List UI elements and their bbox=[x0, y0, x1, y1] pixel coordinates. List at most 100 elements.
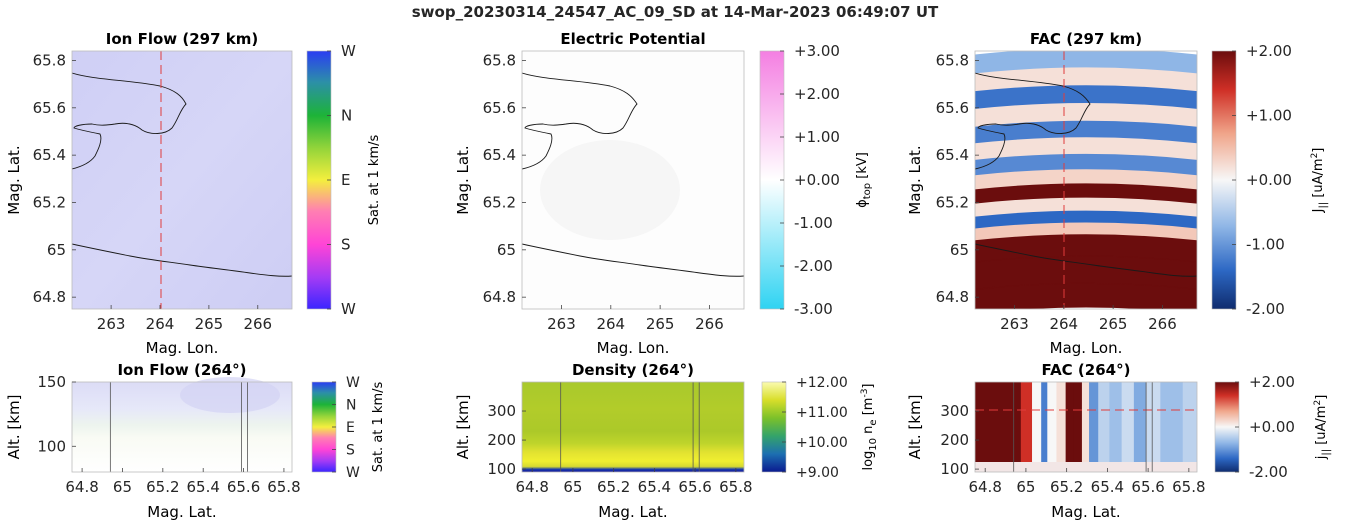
x-tick-label: 263 bbox=[97, 315, 126, 333]
fac-map-title: FAC (297 km) bbox=[1030, 30, 1142, 48]
y-tick-label: 64.8 bbox=[33, 288, 66, 306]
colorbar-tick-label: +11.00 bbox=[796, 405, 848, 421]
colorbar-tick-label: +0.00 bbox=[1246, 171, 1292, 189]
fac-column bbox=[1081, 382, 1090, 472]
density-altitude-colorbar-ticks: +12.00 +11.00 +10.00 +9.00 bbox=[782, 375, 848, 481]
electric-potential-map-panel: Electric Potential 263 264 265 266 64.8 65 65… bbox=[454, 30, 873, 357]
electric-potential-map-ylabel: Mag. Lat. bbox=[454, 145, 472, 214]
x-tick-label: 65 bbox=[563, 478, 582, 496]
ion-flow-altitude-xlabel: Mag. Lat. bbox=[147, 503, 216, 521]
density-altitude-heatmap bbox=[522, 382, 744, 472]
ion-flow-altitude-frame bbox=[71, 381, 293, 473]
ion-flow-map-colorbar-ticks: W N E S W bbox=[327, 42, 356, 318]
density-altitude-colorbar-label: log10 ne [m-3] bbox=[860, 383, 879, 470]
colorbar-tick-label: N bbox=[341, 107, 352, 125]
x-tick-label: 263 bbox=[547, 315, 576, 333]
ion-flow-map-xticks: 263 264 265 266 bbox=[97, 305, 272, 333]
fac-column bbox=[996, 382, 1022, 472]
colorbar-tick-label: N bbox=[346, 398, 356, 414]
x-tick-label: 264 bbox=[596, 315, 625, 333]
y-tick-label: 200 bbox=[940, 431, 969, 449]
fac-altitude-heatmap bbox=[975, 382, 1197, 472]
y-tick-label: 65.2 bbox=[33, 193, 66, 211]
colorbar-tick-label: -2.00 bbox=[1246, 300, 1285, 318]
fac-column bbox=[1020, 382, 1033, 472]
y-tick-label: 150 bbox=[37, 373, 66, 391]
fac-map-panel: FAC (297 km) 263 264 265 266 64.8 65 65.2 65.4… bbox=[906, 30, 1329, 357]
fac-altitude-colorbar-ticks: +2.00 +0.00 -2.00 bbox=[1235, 373, 1295, 481]
density-altitude-colorbar bbox=[761, 381, 787, 473]
colorbar-tick-label: +9.00 bbox=[796, 465, 839, 481]
y-tick-label: 65.8 bbox=[33, 51, 66, 69]
fac-altitude-panel: FAC (264°) 64.8 65 65.2 65.4 65.6 65.8 100 200… bbox=[906, 361, 1332, 521]
x-tick-label: 65 bbox=[113, 478, 132, 496]
y-tick-label: 65.6 bbox=[483, 99, 516, 117]
electric-potential-map-colorbar-label: ϕtop [kV] bbox=[855, 152, 873, 208]
x-tick-label: 65.8 bbox=[267, 478, 300, 496]
colorbar-tick-label: +2.00 bbox=[1249, 373, 1295, 391]
ion-flow-map-ylabel: Mag. Lat. bbox=[5, 145, 23, 214]
x-tick-label: 65 bbox=[1016, 478, 1035, 496]
fac-map-colorbar-label: J|| [uA/m2] bbox=[1310, 148, 1329, 214]
fac-column bbox=[1109, 382, 1123, 472]
fac-column bbox=[1146, 382, 1161, 472]
colorbar-tick-label: W bbox=[341, 42, 356, 60]
fac-altitude-ylabel: Alt. [km] bbox=[906, 395, 924, 460]
y-tick-label: 200 bbox=[487, 431, 516, 449]
density-altitude-ylabel: Alt. [km] bbox=[454, 395, 472, 460]
ion-flow-map-frame bbox=[71, 50, 293, 310]
y-tick-label: 100 bbox=[940, 460, 969, 478]
ion-flow-altitude-xticks: 64.8 65 65.2 65.4 65.6 65.8 bbox=[65, 468, 301, 496]
ion-flow-altitude-ylabel: Alt. [km] bbox=[5, 395, 23, 460]
ion-flow-map-coast-north bbox=[72, 72, 187, 170]
colorbar-tick-label: +0.00 bbox=[794, 171, 840, 189]
x-tick-label: 264 bbox=[146, 315, 175, 333]
y-tick-label: 65.4 bbox=[936, 146, 969, 164]
fac-map-heatmap bbox=[975, 51, 1197, 309]
fac-map-frame bbox=[974, 50, 1198, 310]
colorbar-tick-label: +1.00 bbox=[1246, 107, 1292, 125]
x-tick-label: 65.4 bbox=[186, 478, 219, 496]
x-tick-label: 64.8 bbox=[65, 478, 98, 496]
y-tick-label: 300 bbox=[940, 402, 969, 420]
ion-flow-map-colorbar-label: Sat. at 1 km/s bbox=[367, 135, 382, 226]
ion-flow-map-heatmap bbox=[72, 51, 292, 309]
fac-altitude-frame bbox=[974, 381, 1198, 473]
electric-potential-map-shading bbox=[540, 140, 680, 240]
y-tick-label: 65.6 bbox=[33, 99, 66, 117]
ion-flow-altitude-colorbar-label: Sat. at 1 km/s bbox=[371, 382, 386, 473]
x-tick-label: 265 bbox=[646, 315, 675, 333]
y-tick-label: 64.8 bbox=[483, 288, 516, 306]
electric-potential-map-yticks: 64.8 65 65.2 65.4 65.6 65.8 bbox=[483, 51, 526, 306]
y-tick-label: 100 bbox=[37, 437, 66, 455]
colorbar-tick-label: -3.00 bbox=[794, 300, 833, 318]
fac-column bbox=[1056, 382, 1067, 472]
density-altitude-xlabel: Mag. Lat. bbox=[598, 503, 667, 521]
x-tick-label: 65.2 bbox=[597, 478, 630, 496]
colorbar-tick-label: S bbox=[341, 236, 351, 254]
colorbar-tick-label: +12.00 bbox=[796, 375, 848, 391]
x-tick-label: 266 bbox=[695, 315, 724, 333]
fac-map-ylabel: Mag. Lat. bbox=[906, 145, 924, 214]
fac-map-colorbar-ticks: +2.00 +1.00 +0.00 -1.00 -2.00 bbox=[1232, 42, 1292, 318]
colorbar-tick-label: +2.00 bbox=[1246, 42, 1292, 60]
fac-column bbox=[1133, 382, 1147, 472]
colorbar-tick-label: +1.00 bbox=[794, 128, 840, 146]
ion-flow-altitude-title: Ion Flow (264°) bbox=[117, 361, 246, 379]
fac-band bbox=[975, 282, 1197, 309]
ion-flow-map-title: Ion Flow (297 km) bbox=[106, 30, 258, 48]
colorbar-tick-label: E bbox=[346, 420, 355, 436]
fac-column bbox=[975, 382, 997, 472]
colorbar-tick-label: +2.00 bbox=[794, 85, 840, 103]
x-tick-label: 65.8 bbox=[719, 478, 752, 496]
fac-column bbox=[1098, 382, 1111, 472]
figure-title: swop_20230314_24547_AC_09_SD at 14-Mar-2… bbox=[412, 3, 939, 21]
density-altitude-vlines bbox=[560, 382, 700, 472]
y-tick-label: 64.8 bbox=[936, 288, 969, 306]
fac-column bbox=[1032, 382, 1042, 472]
ion-flow-map-panel: Ion Flow (297 km) 263 264 265 266 64.8 65 65.… bbox=[5, 30, 382, 357]
ion-flow-altitude-panel: Ion Flow (264°) 64.8 65 65.2 65.4 65.6 65.8 1… bbox=[5, 361, 386, 521]
colorbar-tick-label: W bbox=[346, 375, 360, 391]
x-tick-label: 65.8 bbox=[1172, 478, 1205, 496]
